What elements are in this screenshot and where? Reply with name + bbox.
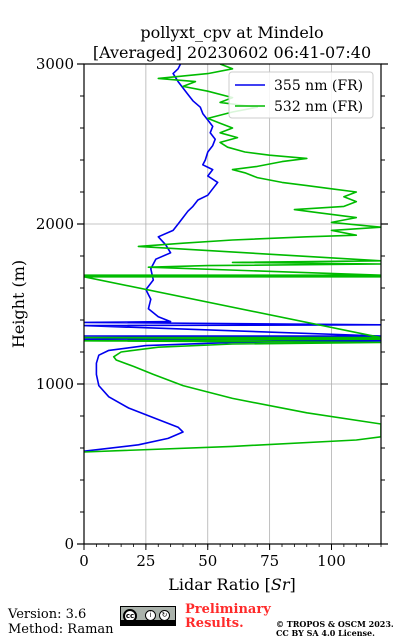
- x-tick-label: 0: [79, 552, 89, 570]
- series-group: [84, 64, 381, 453]
- license-strip: [121, 620, 175, 625]
- y-tick-label: 1000: [36, 375, 74, 393]
- copyright-notice: © TROPOS & OSCM 2023. CC BY SA 4.0 Licen…: [276, 620, 394, 638]
- series-line-355nm: [84, 64, 381, 452]
- series-line-532nm: [84, 64, 381, 453]
- version-text: Version: 3.6: [8, 607, 87, 622]
- preliminary-results-notice: Preliminary Results.: [185, 603, 271, 631]
- chart-title-line1: pollyxt_cpv at Mindelo: [140, 23, 323, 42]
- cc-by-sa-icon: cc i ↻: [120, 606, 176, 626]
- copyright-line1: © TROPOS & OSCM 2023.: [276, 619, 394, 629]
- x-tick-label: 75: [260, 552, 279, 570]
- legend-label: 355 nm (FR): [274, 78, 363, 94]
- y-tick-label: 0: [64, 535, 74, 553]
- x-axis-label: Lidar Ratio [Sr]: [168, 575, 296, 594]
- copyright-line2: CC BY SA 4.0 License.: [276, 628, 375, 638]
- prelim-line1: Preliminary: [185, 602, 271, 617]
- prelim-line2: Results.: [185, 616, 244, 631]
- x-tick-label: 50: [198, 552, 217, 570]
- y-tick-label: 2000: [36, 215, 74, 233]
- chart-title-line2: [Averaged] 20230602 06:41-07:40: [93, 43, 371, 62]
- x-tick-label: 100: [317, 552, 346, 570]
- legend-label: 532 nm (FR): [274, 99, 363, 115]
- x-tick-label: 25: [136, 552, 155, 570]
- legend: 355 nm (FR) 532 nm (FR): [228, 71, 374, 119]
- method-text: Method: Raman: [8, 622, 114, 637]
- y-axis-label: Height (m): [9, 260, 28, 348]
- y-tick-label: 3000: [36, 55, 74, 73]
